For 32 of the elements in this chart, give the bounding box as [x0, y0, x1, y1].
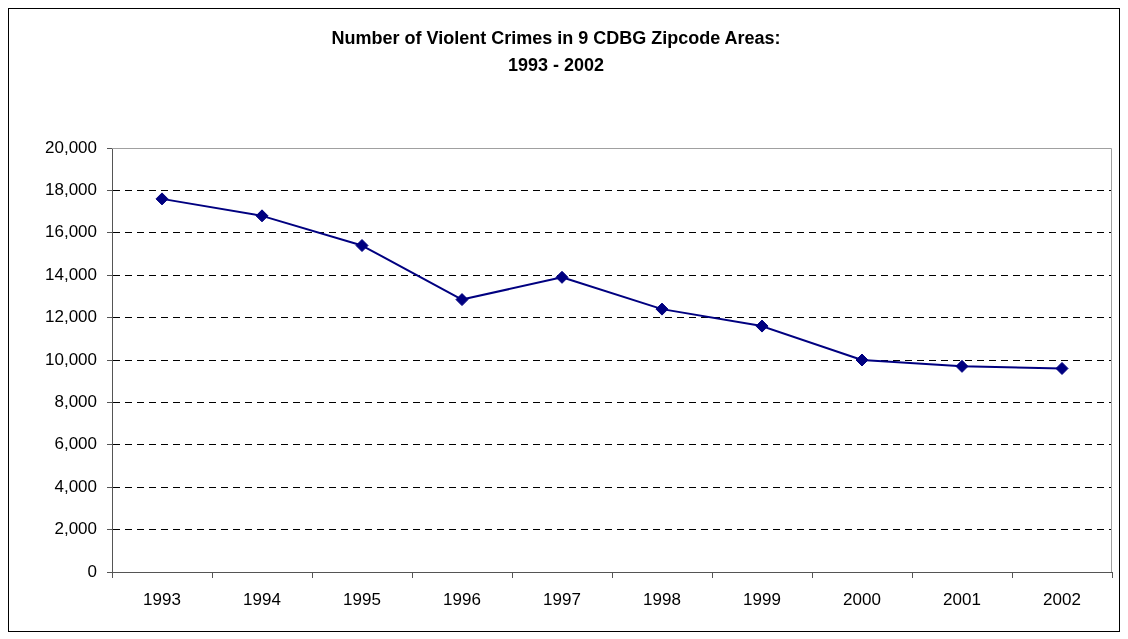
y-tick-label: 18,000	[45, 180, 97, 200]
x-tick-label: 1993	[143, 589, 181, 609]
x-tick-label: 1995	[343, 589, 381, 609]
y-tick-label: 10,000	[45, 349, 97, 369]
point	[255, 209, 269, 223]
y-tick-label: 4,000	[54, 476, 97, 496]
x-tick-label: 2002	[1043, 589, 1081, 609]
y-tick-label: 20,000	[45, 137, 97, 157]
x-tick-label: 1998	[643, 589, 681, 609]
y-tick-label: 2,000	[54, 519, 97, 539]
x-tick-label: 1999	[743, 589, 781, 609]
y-tick-label: 14,000	[45, 264, 97, 284]
point	[955, 359, 969, 373]
x-tick-label: 1997	[543, 589, 581, 609]
point	[755, 319, 769, 333]
point	[1055, 361, 1069, 375]
point	[655, 302, 669, 316]
point	[555, 270, 569, 284]
point	[855, 353, 869, 367]
chart-title: Number of Violent Crimes in 9 CDBG Zipcode Areas: 1993 - 2002	[331, 28, 781, 76]
point	[155, 192, 169, 206]
x-tick-label: 1994	[243, 589, 281, 609]
x-tick-label: 2000	[843, 589, 881, 609]
y-tick-label: 0	[87, 561, 97, 581]
x-tick-label: 1996	[443, 589, 481, 609]
y-tick-label: 16,000	[45, 222, 97, 242]
x-tick-label: 2001	[943, 589, 981, 609]
point	[355, 239, 369, 253]
y-tick-label: 8,000	[54, 392, 97, 412]
y-tick-label: 12,000	[45, 307, 97, 327]
y-tick-label: 6,000	[54, 434, 97, 454]
point	[455, 293, 469, 307]
